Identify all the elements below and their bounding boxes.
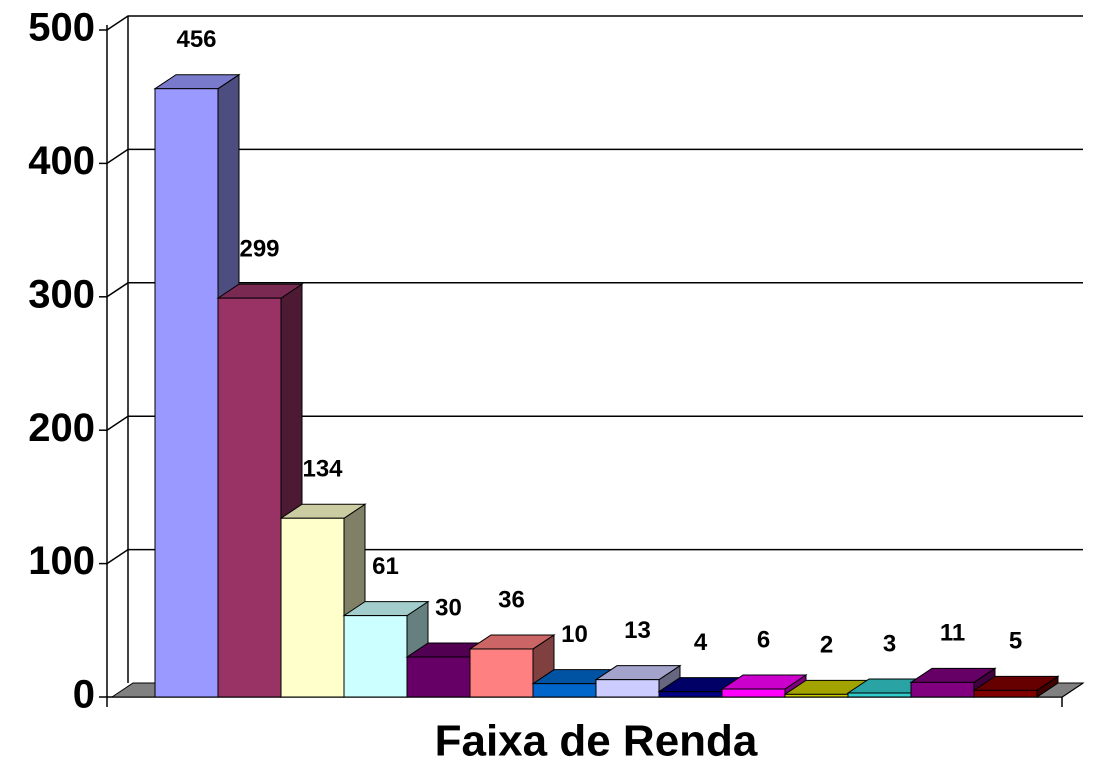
bar <box>973 689 1038 698</box>
grid-line <box>106 415 1083 431</box>
bar <box>847 692 912 698</box>
bar <box>154 88 219 698</box>
y-tick-label: 500 <box>28 6 95 50</box>
data-label: 11 <box>940 620 965 647</box>
data-label: 61 <box>372 553 399 580</box>
bar <box>469 648 534 698</box>
bar <box>595 679 660 698</box>
y-tick-label: 100 <box>28 539 95 583</box>
bar <box>406 656 471 698</box>
bar <box>343 615 408 698</box>
x-axis-title: Faixa de Renda <box>435 717 758 766</box>
data-label: 10 <box>561 621 588 648</box>
y-tick-label: 400 <box>28 139 95 183</box>
data-label: 3 <box>883 630 896 657</box>
bar <box>217 297 282 698</box>
data-label: 5 <box>1009 628 1022 655</box>
bar <box>280 517 345 698</box>
grid-line <box>106 148 1083 165</box>
y-tick-label: 0 <box>73 673 95 717</box>
data-label: 36 <box>498 586 525 613</box>
data-label: 456 <box>176 26 216 53</box>
data-label: 134 <box>302 456 343 483</box>
data-label: 299 <box>239 235 279 262</box>
grid-line <box>106 282 1083 298</box>
data-label: 13 <box>624 617 651 644</box>
grid-line <box>106 15 1083 31</box>
y-tick-label: 300 <box>28 272 95 316</box>
data-label: 4 <box>694 629 708 656</box>
data-label: 2 <box>820 632 833 659</box>
grid-line <box>106 548 1083 565</box>
data-label: 30 <box>435 594 462 621</box>
bar <box>910 681 975 698</box>
y-tick-label: 200 <box>28 406 95 450</box>
bar <box>532 683 597 698</box>
bar <box>784 693 849 698</box>
bar <box>658 691 723 698</box>
bar <box>721 688 786 698</box>
data-label: 6 <box>757 626 770 653</box>
